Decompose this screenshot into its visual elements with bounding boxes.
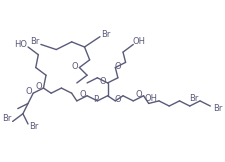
Text: O: O [25, 87, 32, 96]
Text: Br: Br [2, 114, 11, 123]
Text: O: O [114, 95, 121, 104]
Text: O: O [100, 77, 106, 86]
Text: Br: Br [189, 94, 199, 103]
Text: Br: Br [30, 37, 40, 46]
Text: OH: OH [145, 94, 158, 103]
Text: O: O [72, 62, 78, 71]
Text: Br: Br [213, 104, 222, 113]
Text: O: O [114, 62, 121, 71]
Text: P: P [94, 95, 99, 104]
Text: HO: HO [14, 40, 27, 49]
Text: O: O [36, 82, 42, 91]
Text: Br: Br [101, 30, 110, 39]
Text: OH: OH [132, 37, 145, 46]
Text: Br: Br [29, 122, 39, 131]
Text: O: O [136, 90, 142, 99]
Text: O: O [79, 90, 86, 99]
